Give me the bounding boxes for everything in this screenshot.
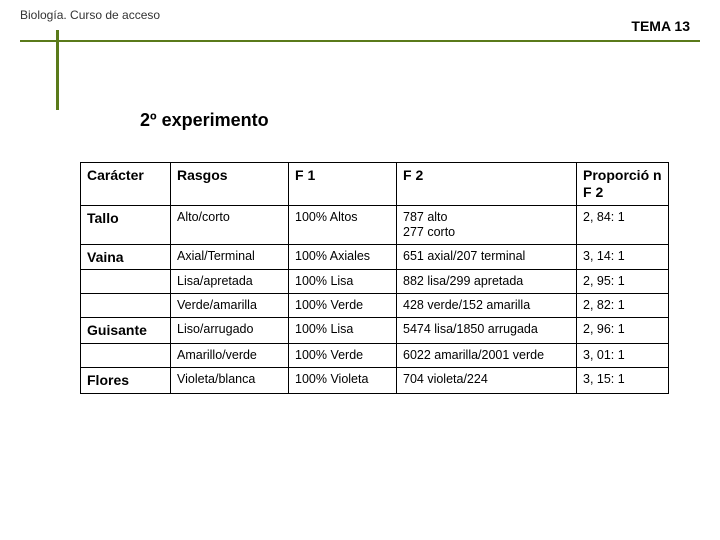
cell-prop: 2, 95: 1 bbox=[577, 270, 669, 294]
cell-f2: 882 lisa/299 apretada bbox=[397, 270, 577, 294]
cell-f1: 100% Verde bbox=[289, 344, 397, 368]
cell-f1: 100% Lisa bbox=[289, 318, 397, 344]
experiment-table: Carácter Rasgos F 1 F 2 Proporció n F 2 … bbox=[80, 162, 669, 394]
course-label: Biología. Curso de acceso bbox=[20, 8, 160, 22]
table-row: Verde/amarilla 100% Verde 428 verde/152 … bbox=[81, 294, 669, 318]
cell-caracter: Flores bbox=[81, 368, 171, 394]
tema-label: TEMA 13 bbox=[631, 18, 690, 34]
table-body: Tallo Alto/corto 100% Altos 787 alto277 … bbox=[81, 205, 669, 393]
col-proporcion: Proporció n F 2 bbox=[577, 163, 669, 206]
cell-caracter bbox=[81, 270, 171, 294]
table-row: Lisa/apretada 100% Lisa 882 lisa/299 apr… bbox=[81, 270, 669, 294]
cell-f1: 100% Altos bbox=[289, 205, 397, 244]
cell-f1: 100% Lisa bbox=[289, 270, 397, 294]
experiment-table-container: Carácter Rasgos F 1 F 2 Proporció n F 2 … bbox=[80, 162, 668, 394]
cell-f2: 651 axial/207 terminal bbox=[397, 244, 577, 270]
cell-rasgos: Axial/Terminal bbox=[171, 244, 289, 270]
table-row: Guisante Liso/arrugado 100% Lisa 5474 li… bbox=[81, 318, 669, 344]
cell-f2: 6022 amarilla/2001 verde bbox=[397, 344, 577, 368]
cell-rasgos: Violeta/blanca bbox=[171, 368, 289, 394]
cell-prop: 2, 84: 1 bbox=[577, 205, 669, 244]
table-row: Amarillo/verde 100% Verde 6022 amarilla/… bbox=[81, 344, 669, 368]
cell-prop: 3, 01: 1 bbox=[577, 344, 669, 368]
col-rasgos: Rasgos bbox=[171, 163, 289, 206]
cell-f2: 428 verde/152 amarilla bbox=[397, 294, 577, 318]
cell-caracter bbox=[81, 294, 171, 318]
col-f2: F 2 bbox=[397, 163, 577, 206]
cell-f1: 100% Violeta bbox=[289, 368, 397, 394]
cell-rasgos: Liso/arrugado bbox=[171, 318, 289, 344]
cell-rasgos: Verde/amarilla bbox=[171, 294, 289, 318]
cell-rasgos: Lisa/apretada bbox=[171, 270, 289, 294]
cell-prop: 2, 96: 1 bbox=[577, 318, 669, 344]
cell-caracter: Guisante bbox=[81, 318, 171, 344]
header-vertical-rule bbox=[56, 30, 59, 110]
cell-f2: 5474 lisa/1850 arrugada bbox=[397, 318, 577, 344]
cell-caracter: Vaina bbox=[81, 244, 171, 270]
col-caracter: Carácter bbox=[81, 163, 171, 206]
cell-f1: 100% Verde bbox=[289, 294, 397, 318]
cell-caracter bbox=[81, 344, 171, 368]
cell-rasgos: Amarillo/verde bbox=[171, 344, 289, 368]
section-title: 2º experimento bbox=[140, 110, 269, 131]
table-row: Vaina Axial/Terminal 100% Axiales 651 ax… bbox=[81, 244, 669, 270]
cell-rasgos: Alto/corto bbox=[171, 205, 289, 244]
table-row: Tallo Alto/corto 100% Altos 787 alto277 … bbox=[81, 205, 669, 244]
table-row: Flores Violeta/blanca 100% Violeta 704 v… bbox=[81, 368, 669, 394]
header-horizontal-rule bbox=[20, 40, 700, 42]
cell-f2: 704 violeta/224 bbox=[397, 368, 577, 394]
table-header-row: Carácter Rasgos F 1 F 2 Proporció n F 2 bbox=[81, 163, 669, 206]
slide-header: Biología. Curso de acceso TEMA 13 bbox=[0, 0, 720, 48]
cell-prop: 2, 82: 1 bbox=[577, 294, 669, 318]
cell-f2: 787 alto277 corto bbox=[397, 205, 577, 244]
cell-caracter: Tallo bbox=[81, 205, 171, 244]
cell-f1: 100% Axiales bbox=[289, 244, 397, 270]
cell-prop: 3, 14: 1 bbox=[577, 244, 669, 270]
col-f1: F 1 bbox=[289, 163, 397, 206]
cell-prop: 3, 15: 1 bbox=[577, 368, 669, 394]
